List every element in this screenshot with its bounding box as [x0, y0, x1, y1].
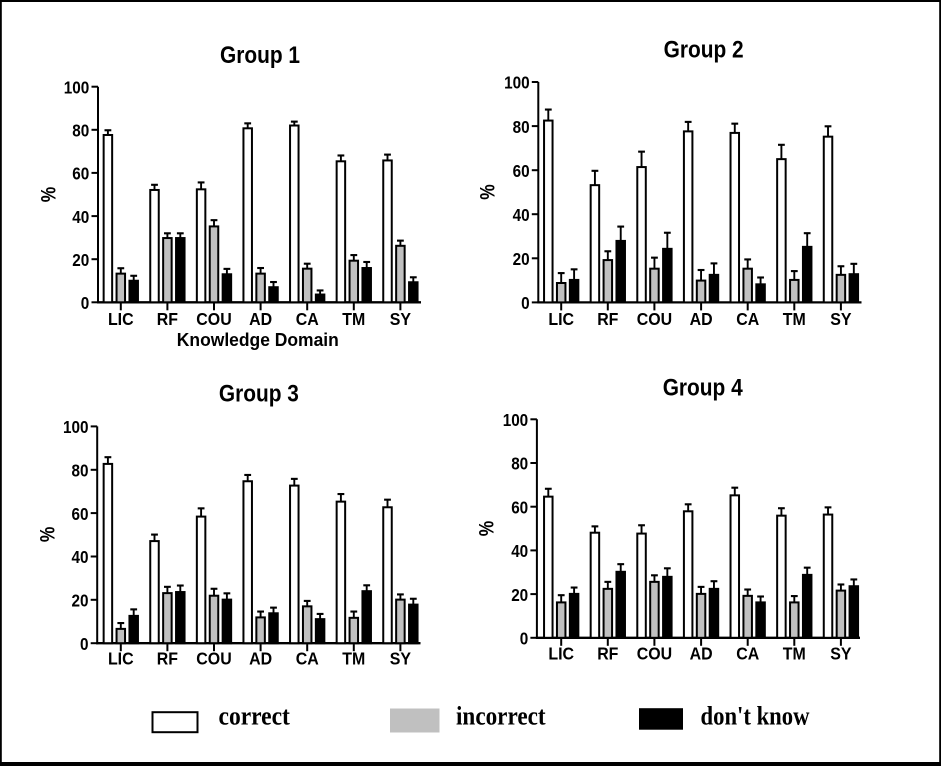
svg-text:%: % — [476, 520, 499, 536]
svg-text:Group 4: Group 4 — [663, 376, 744, 402]
svg-text:60: 60 — [72, 164, 89, 184]
svg-text:Group 3: Group 3 — [219, 382, 299, 408]
svg-text:40: 40 — [513, 205, 530, 225]
svg-text:COU: COU — [196, 649, 231, 669]
svg-text:100: 100 — [64, 77, 90, 97]
svg-text:COU: COU — [637, 644, 672, 664]
svg-text:CA: CA — [736, 644, 759, 664]
svg-text:60: 60 — [511, 497, 528, 517]
svg-text:40: 40 — [72, 547, 89, 567]
svg-text:TM: TM — [342, 309, 365, 329]
svg-text:COU: COU — [637, 309, 672, 329]
svg-text:TM: TM — [342, 649, 365, 669]
svg-text:incorrect: incorrect — [456, 702, 546, 731]
svg-text:LIC: LIC — [108, 649, 134, 669]
svg-text:CA: CA — [296, 309, 319, 329]
svg-text:0: 0 — [81, 293, 90, 313]
svg-text:20: 20 — [513, 249, 530, 269]
svg-text:LIC: LIC — [108, 309, 134, 329]
svg-text:60: 60 — [72, 504, 89, 524]
svg-text:TM: TM — [783, 644, 806, 664]
svg-text:0: 0 — [521, 293, 530, 313]
svg-text:TM: TM — [783, 309, 806, 329]
svg-text:don't know: don't know — [701, 701, 810, 730]
svg-text:CA: CA — [736, 309, 759, 329]
svg-text:Knowledge Domain: Knowledge Domain — [177, 329, 339, 350]
svg-text:0: 0 — [80, 634, 89, 654]
svg-text:100: 100 — [63, 417, 89, 437]
svg-text:80: 80 — [72, 121, 89, 141]
svg-text:correct: correct — [219, 702, 291, 731]
svg-text:Group 1: Group 1 — [220, 43, 300, 69]
svg-text:SY: SY — [390, 649, 411, 669]
svg-text:RF: RF — [597, 644, 618, 664]
svg-text:%: % — [477, 184, 500, 200]
svg-text:AD: AD — [690, 644, 713, 664]
svg-text:AD: AD — [249, 309, 272, 329]
svg-text:40: 40 — [72, 207, 89, 227]
svg-text:100: 100 — [504, 73, 530, 93]
svg-text:20: 20 — [511, 585, 528, 605]
svg-text:AD: AD — [249, 649, 272, 669]
svg-text:CA: CA — [296, 649, 319, 669]
svg-text:100: 100 — [503, 410, 529, 430]
svg-text:AD: AD — [690, 309, 713, 329]
svg-text:80: 80 — [511, 454, 528, 474]
svg-text:RF: RF — [157, 309, 178, 329]
svg-text:%: % — [36, 526, 59, 542]
svg-text:RF: RF — [157, 649, 178, 669]
svg-text:20: 20 — [72, 591, 89, 611]
svg-text:SY: SY — [830, 309, 851, 329]
svg-text:80: 80 — [72, 461, 89, 481]
svg-text:SY: SY — [390, 309, 411, 329]
svg-text:0: 0 — [520, 629, 529, 649]
svg-text:40: 40 — [511, 541, 528, 561]
svg-text:20: 20 — [72, 250, 89, 270]
svg-text:Group 2: Group 2 — [664, 38, 744, 64]
svg-text:RF: RF — [597, 309, 618, 329]
svg-text:60: 60 — [513, 161, 530, 181]
svg-text:LIC: LIC — [548, 309, 574, 329]
svg-text:80: 80 — [513, 117, 530, 137]
svg-text:%: % — [38, 186, 61, 202]
svg-text:LIC: LIC — [548, 644, 574, 664]
svg-text:SY: SY — [830, 644, 851, 664]
svg-text:COU: COU — [196, 309, 231, 329]
